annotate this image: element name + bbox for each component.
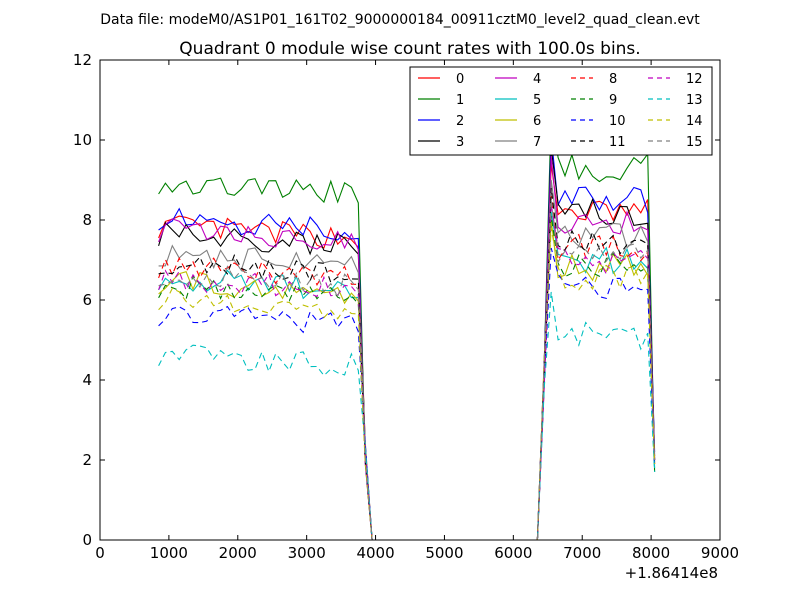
series-line-13 xyxy=(158,291,656,541)
x-tick-label: 6000 xyxy=(494,544,532,562)
legend-label: 14 xyxy=(686,114,703,129)
y-tick-label: 6 xyxy=(82,291,92,309)
legend-frame xyxy=(409,66,713,156)
figure-suptitle: Data file: modeM0/AS1P01_161T02_90000001… xyxy=(100,12,700,28)
series-line-6 xyxy=(158,219,656,541)
series-line-5 xyxy=(158,211,656,541)
series-line-11 xyxy=(158,187,656,541)
y-tick-label: 12 xyxy=(73,51,92,69)
series-line-2 xyxy=(158,135,656,541)
legend-label: 2 xyxy=(456,114,464,129)
axis-ticks xyxy=(99,59,721,541)
x-tick-label: 1000 xyxy=(150,544,188,562)
legend-label: 12 xyxy=(686,72,703,87)
legend-label: 9 xyxy=(609,93,617,108)
x-tick-label: 3000 xyxy=(288,544,326,562)
axis-tick-labels: 0 1000 2000 3000 4000 5000 6000 7000 8000 9000 0 2 4… xyxy=(73,51,739,562)
x-tick-label: 2000 xyxy=(219,544,257,562)
legend-label: 10 xyxy=(609,114,626,129)
legend-label: 13 xyxy=(686,93,703,108)
legend-label: 8 xyxy=(609,72,617,87)
series-line-10 xyxy=(158,247,656,541)
series-line-8 xyxy=(158,195,656,541)
y-tick-label: 10 xyxy=(73,131,92,149)
chart-title: Quadrant 0 module wise count rates with … xyxy=(179,39,640,59)
legend-label: 5 xyxy=(533,93,541,108)
series-line-9 xyxy=(158,215,656,541)
y-tick-label: 4 xyxy=(82,371,92,389)
legend-label: 4 xyxy=(533,72,541,87)
series-line-15 xyxy=(158,199,656,541)
x-tick-label: 4000 xyxy=(356,544,394,562)
plot-lines xyxy=(158,111,656,541)
y-tick-label: 8 xyxy=(82,211,92,229)
legend-label: 3 xyxy=(456,135,464,150)
x-tick-label: 0 xyxy=(95,544,105,562)
legend-label: 1 xyxy=(456,93,464,108)
y-tick-label: 0 xyxy=(82,531,92,549)
series-line-3 xyxy=(158,147,656,541)
legend-label: 7 xyxy=(533,135,541,150)
series-line-1 xyxy=(158,111,656,541)
x-tick-label: 9000 xyxy=(701,544,739,562)
series-line-7 xyxy=(158,179,656,541)
legend-label: 0 xyxy=(456,72,464,87)
series-line-12 xyxy=(158,203,656,541)
x-tick-label: 5000 xyxy=(425,544,463,562)
x-tick-label: 8000 xyxy=(632,544,670,562)
series-line-0 xyxy=(158,163,656,541)
series-line-4 xyxy=(158,155,656,541)
legend-label: 6 xyxy=(533,114,541,129)
legend-label: 15 xyxy=(686,135,703,150)
x-tick-label: 7000 xyxy=(563,544,601,562)
x-offset-label: +1.86414e8 xyxy=(625,564,718,582)
series-line-14 xyxy=(158,227,656,541)
legend-label: 11 xyxy=(609,135,626,150)
y-tick-label: 2 xyxy=(82,451,92,469)
